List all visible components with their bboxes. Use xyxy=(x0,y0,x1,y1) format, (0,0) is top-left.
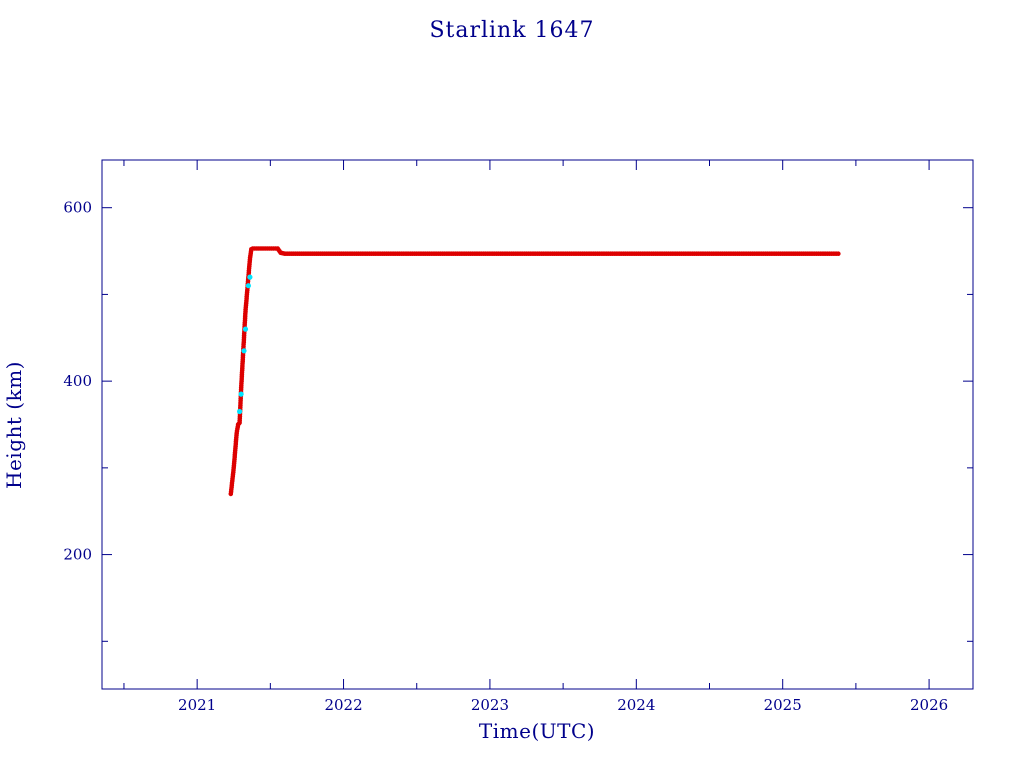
data-point-secondary xyxy=(237,408,243,415)
y-axis-label: Height (km) xyxy=(2,361,26,489)
y-tick-label: 400 xyxy=(63,372,92,390)
x-tick-label: 2025 xyxy=(764,696,802,714)
plot-frame xyxy=(101,159,974,690)
x-tick-label: 2022 xyxy=(324,696,362,714)
data-point-secondary xyxy=(241,348,247,354)
y-tick-label: 600 xyxy=(63,199,92,217)
x-tick-label: 2023 xyxy=(471,696,509,714)
data-point-secondary xyxy=(247,274,253,280)
x-axis-label: Time(UTC) xyxy=(479,719,595,743)
axis-ticks xyxy=(102,160,973,689)
chart-title: Starlink 1647 xyxy=(429,18,594,43)
data-point-secondary xyxy=(238,391,244,397)
secondary-points xyxy=(237,274,253,415)
x-tick-label: 2024 xyxy=(617,696,655,714)
x-tick-label: 2026 xyxy=(910,696,948,714)
data-point-secondary xyxy=(245,283,251,289)
primary-points xyxy=(228,246,841,497)
tick-labels: 2021 2022 2023 2024 2025 2026 200 400 600 xyxy=(63,199,948,714)
x-tick-label: 2021 xyxy=(178,696,216,714)
data-point xyxy=(836,251,841,256)
y-tick-label: 200 xyxy=(63,546,92,564)
data-point-secondary xyxy=(242,326,249,332)
